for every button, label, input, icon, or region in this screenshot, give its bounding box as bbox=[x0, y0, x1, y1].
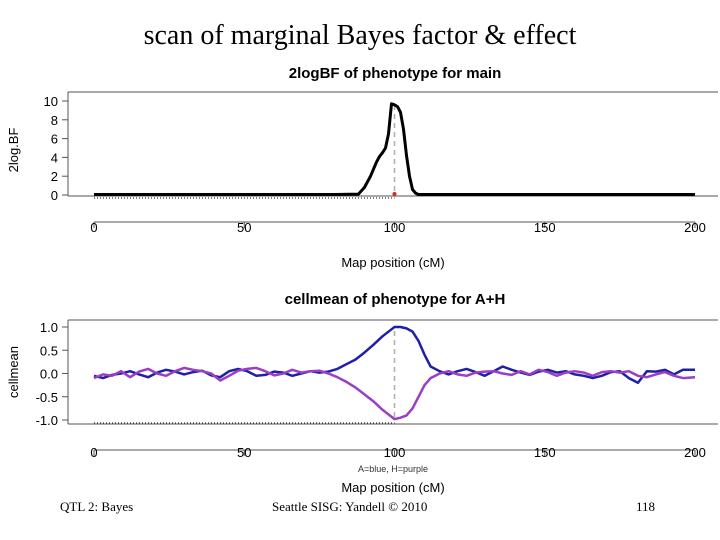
x-tick-label: 0 bbox=[90, 220, 97, 235]
y-tick-label: -0.5 bbox=[36, 390, 58, 405]
chart-title: 2logBF of phenotype for main bbox=[289, 65, 502, 82]
y-tick-label: 10 bbox=[44, 94, 58, 109]
x-tick-label: 200 bbox=[684, 220, 706, 235]
y-tick-label: 8 bbox=[51, 113, 58, 128]
series-line-h bbox=[93, 366, 696, 421]
y-axis-label: 2log.BF bbox=[6, 128, 21, 173]
slide-title: scan of marginal Bayes factor & effect bbox=[0, 20, 720, 52]
footer-center: Seattle SISG: Yandell © 2010 bbox=[272, 499, 428, 514]
x-tick-label: 100 bbox=[384, 445, 406, 460]
footer-right: 118 bbox=[636, 499, 656, 514]
footer-left: QTL 2: Bayes bbox=[60, 499, 134, 514]
x-axis-label: Map position (cM) bbox=[341, 480, 444, 495]
y-tick-label: 0.0 bbox=[40, 367, 58, 382]
series-line-2logbf bbox=[94, 102, 695, 196]
y-tick-label: 1.0 bbox=[40, 320, 58, 335]
x-tick-label: 200 bbox=[684, 445, 706, 460]
slide-title-text: scan of marginal Bayes factor & effect bbox=[143, 20, 577, 51]
x-tick-label: 150 bbox=[534, 220, 556, 235]
legend-note: A=blue, H=purple bbox=[358, 464, 428, 474]
y-tick-label: 6 bbox=[51, 132, 58, 147]
x-tick-label: 50 bbox=[237, 445, 251, 460]
peak-dot bbox=[392, 192, 397, 196]
y-tick-label: 0 bbox=[51, 188, 58, 203]
x-tick-label: 0 bbox=[90, 445, 97, 460]
y-axis-label: cellmean bbox=[6, 346, 21, 398]
y-tick-label: -1.0 bbox=[36, 413, 58, 428]
x-tick-label: 50 bbox=[237, 220, 251, 235]
chart-title: cellmean of phenotype for A+H bbox=[285, 291, 506, 308]
x-tick-label: 100 bbox=[384, 220, 406, 235]
y-tick-label: 0.5 bbox=[40, 343, 58, 358]
x-axis-label: Map position (cM) bbox=[341, 255, 444, 270]
y-tick-label: 2 bbox=[51, 169, 58, 184]
y-tick-label: 4 bbox=[51, 150, 58, 165]
x-tick-label: 150 bbox=[534, 445, 556, 460]
